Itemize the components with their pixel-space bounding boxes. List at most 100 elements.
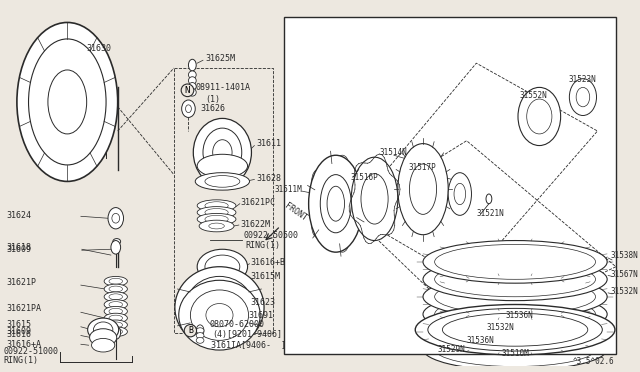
Ellipse shape (188, 59, 196, 71)
Text: 00922-50500: 00922-50500 (244, 231, 299, 240)
Ellipse shape (195, 173, 250, 190)
Text: 31615: 31615 (6, 320, 31, 329)
Text: 31630: 31630 (86, 44, 112, 53)
Ellipse shape (104, 276, 127, 286)
Ellipse shape (435, 332, 596, 366)
Ellipse shape (196, 328, 204, 334)
Text: B: B (188, 326, 193, 335)
Text: 31536N: 31536N (467, 336, 494, 345)
Ellipse shape (423, 293, 607, 336)
Ellipse shape (109, 302, 122, 307)
Ellipse shape (415, 305, 615, 355)
Ellipse shape (410, 164, 436, 214)
Ellipse shape (188, 77, 196, 84)
Ellipse shape (197, 206, 236, 218)
Ellipse shape (111, 326, 120, 339)
Ellipse shape (435, 279, 596, 314)
Ellipse shape (92, 339, 115, 352)
Ellipse shape (199, 220, 234, 232)
Ellipse shape (186, 276, 253, 339)
Text: 31532N: 31532N (486, 323, 514, 332)
Text: 31623: 31623 (250, 298, 275, 307)
Text: 31625M: 31625M (205, 54, 235, 63)
Ellipse shape (201, 270, 244, 293)
Ellipse shape (109, 322, 122, 328)
Ellipse shape (454, 183, 466, 205)
Ellipse shape (109, 315, 122, 321)
Ellipse shape (205, 209, 228, 216)
Text: 31622M: 31622M (241, 219, 271, 228)
Text: 3161IA[9406-  ]: 3161IA[9406- ] (211, 340, 285, 349)
Ellipse shape (108, 208, 124, 229)
Ellipse shape (111, 241, 120, 254)
Ellipse shape (361, 174, 388, 224)
Ellipse shape (203, 128, 242, 177)
Ellipse shape (398, 144, 448, 235)
Ellipse shape (448, 173, 472, 215)
Ellipse shape (113, 238, 120, 244)
Text: 31691: 31691 (248, 311, 273, 320)
Ellipse shape (104, 292, 127, 302)
Ellipse shape (182, 100, 195, 118)
Text: 31624: 31624 (6, 211, 31, 220)
Ellipse shape (435, 244, 596, 279)
Ellipse shape (196, 333, 204, 339)
Ellipse shape (423, 241, 607, 283)
Text: 31616+A: 31616+A (6, 340, 41, 349)
Ellipse shape (197, 214, 236, 225)
Text: (4)[9201-9406]: (4)[9201-9406] (212, 330, 283, 339)
Ellipse shape (196, 337, 204, 343)
Ellipse shape (320, 174, 351, 233)
Text: 31609: 31609 (6, 245, 31, 254)
Ellipse shape (576, 87, 589, 107)
Ellipse shape (212, 140, 232, 165)
Ellipse shape (351, 157, 398, 241)
Text: N: N (185, 86, 190, 95)
Ellipse shape (327, 186, 344, 221)
Ellipse shape (104, 313, 127, 323)
Text: 31628: 31628 (256, 174, 282, 183)
Text: 31616: 31616 (6, 330, 31, 339)
Text: ^3.5^02.6: ^3.5^02.6 (572, 357, 614, 366)
Text: 08070-62000: 08070-62000 (210, 320, 265, 329)
Ellipse shape (188, 71, 196, 78)
Ellipse shape (190, 290, 248, 340)
Ellipse shape (197, 249, 248, 284)
Text: (1): (1) (205, 94, 220, 103)
Ellipse shape (112, 214, 120, 223)
Text: 31611: 31611 (256, 139, 282, 148)
Ellipse shape (109, 286, 122, 292)
Text: 31552N: 31552N (520, 91, 548, 100)
Text: 31626: 31626 (200, 104, 225, 113)
Ellipse shape (193, 118, 252, 186)
Ellipse shape (209, 223, 224, 229)
Ellipse shape (308, 155, 363, 252)
Ellipse shape (442, 313, 588, 346)
Ellipse shape (205, 176, 240, 187)
Text: RING(1): RING(1) (246, 241, 280, 250)
Text: 31621PC: 31621PC (241, 198, 276, 207)
Ellipse shape (188, 83, 196, 90)
Ellipse shape (90, 329, 116, 346)
Text: 31615M: 31615M (250, 272, 280, 281)
Ellipse shape (570, 78, 596, 115)
Ellipse shape (88, 318, 118, 341)
Text: 31529N: 31529N (438, 344, 465, 354)
Text: 31621PA: 31621PA (6, 304, 41, 313)
Ellipse shape (312, 215, 325, 238)
Bar (284, 17, 616, 354)
Text: 31517P: 31517P (408, 163, 436, 172)
Text: RING(1): RING(1) (3, 356, 38, 365)
Ellipse shape (109, 278, 122, 284)
Text: 31516P: 31516P (350, 173, 378, 182)
Ellipse shape (428, 308, 602, 351)
Ellipse shape (206, 304, 233, 327)
Ellipse shape (518, 87, 561, 145)
Ellipse shape (179, 280, 260, 350)
Ellipse shape (209, 273, 236, 289)
Ellipse shape (205, 215, 228, 223)
Text: 31510M: 31510M (501, 349, 529, 359)
Text: 31514N: 31514N (380, 148, 407, 157)
Ellipse shape (109, 329, 122, 334)
Text: 31567N: 31567N (610, 270, 638, 279)
